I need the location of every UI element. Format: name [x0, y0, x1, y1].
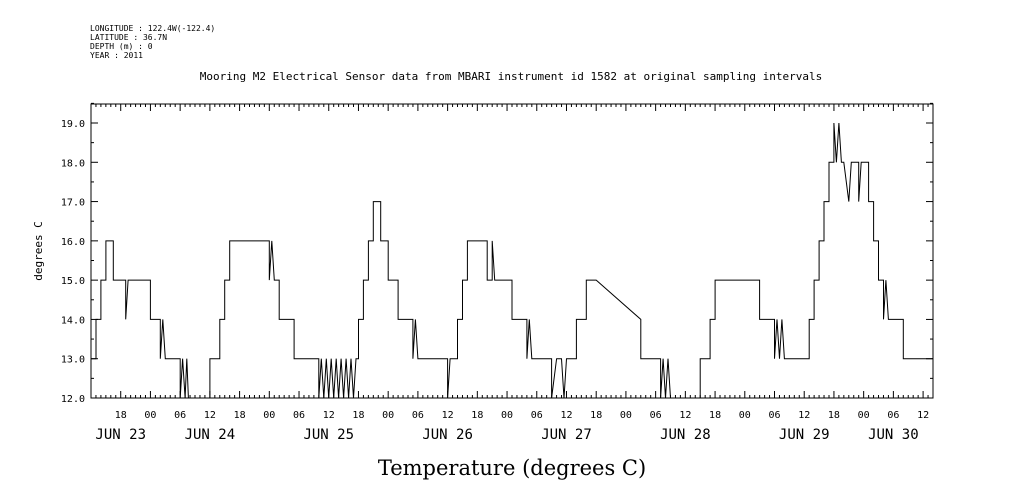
x-hour-tick-label: 00	[739, 410, 751, 421]
x-day-labels: JUN 23 JUN 24 JUN 25 JUN 26 JUN 27 JUN 28 JUN …	[95, 427, 918, 443]
temperature-series-line	[91, 122, 933, 399]
chart-title: Mooring M2 Electrical Sensor data from M…	[200, 70, 823, 83]
meta-line-depth: DEPTH (m) : 0	[90, 42, 153, 51]
series-group	[91, 122, 933, 399]
x-hour-tick-label: 00	[501, 410, 513, 421]
y-tick-label: 17.0	[61, 198, 85, 209]
x-hour-tick-label: 00	[620, 410, 632, 421]
x-hour-tick-label: 06	[293, 410, 305, 421]
meta-line-latitude: LATITUDE : 36.7N	[90, 33, 167, 42]
x-hour-tick-label: 12	[204, 410, 216, 421]
x-hour-tick-label: 12	[679, 410, 691, 421]
x-hour-tick-label: 12	[560, 410, 572, 421]
x-hour-tick-label: 06	[412, 410, 424, 421]
meta-line-longitude: LONGITUDE : 122.4W(-122.4)	[90, 24, 215, 33]
axis-ticks	[90, 102, 934, 399]
x-day-label: JUN 26	[422, 427, 473, 443]
y-tick-label: 16.0	[61, 237, 85, 248]
x-hour-tick-label: 18	[234, 410, 246, 421]
x-hour-tick-label: 06	[174, 410, 186, 421]
x-hour-tick-label: 18	[590, 410, 602, 421]
y-tick-label: 12.0	[61, 394, 85, 405]
x-hour-tick-label: 00	[382, 410, 394, 421]
x-axis-label: Temperature (degrees C)	[378, 456, 646, 480]
x-hour-tick-label: 18	[471, 410, 483, 421]
metadata-block: LONGITUDE : 122.4W(-122.4) LATITUDE : 36…	[90, 24, 215, 60]
x-hour-tick-label: 12	[323, 410, 335, 421]
meta-line-year: YEAR : 2011	[90, 51, 143, 60]
x-hour-tick-label: 18	[352, 410, 364, 421]
x-day-label: JUN 24	[185, 427, 236, 443]
x-day-label: JUN 29	[779, 427, 830, 443]
x-day-label: JUN 27	[541, 427, 592, 443]
x-hour-tick-label: 18	[115, 410, 127, 421]
x-day-label: JUN 25	[303, 427, 354, 443]
y-tick-label: 19.0	[61, 119, 85, 130]
x-day-label: JUN 28	[660, 427, 711, 443]
plot-frame	[90, 103, 934, 399]
x-hour-tick-label: 06	[768, 410, 780, 421]
x-hour-tick-label: 00	[144, 410, 156, 421]
x-hour-tick-label: 12	[442, 410, 454, 421]
x-hour-tick-label: 18	[709, 410, 721, 421]
x-hour-tick-label: 00	[263, 410, 275, 421]
x-hour-tick-label: 06	[650, 410, 662, 421]
y-tick-label: 14.0	[61, 315, 85, 326]
x-tick-labels: 18 00 06 12 18 00 06 12 18 00 06 12 18 00 06 12 18 00 06 12…	[115, 410, 929, 421]
y-tick-label: 18.0	[61, 158, 85, 169]
x-hour-tick-label: 12	[798, 410, 810, 421]
y-tick-label: 15.0	[61, 276, 85, 287]
x-hour-tick-label: 00	[858, 410, 870, 421]
y-tick-label: 13.0	[61, 355, 85, 366]
y-tick-labels: 12.0 13.0 14.0 15.0 16.0 17.0 18.0 19.0	[61, 119, 85, 405]
x-day-label: JUN 30	[868, 427, 919, 443]
x-hour-tick-label: 06	[887, 410, 899, 421]
x-hour-tick-label: 18	[828, 410, 840, 421]
x-day-label: JUN 23	[95, 427, 146, 443]
x-hour-tick-label: 06	[531, 410, 543, 421]
y-axis-label: degrees C	[32, 221, 45, 281]
x-hour-tick-label: 12	[917, 410, 929, 421]
